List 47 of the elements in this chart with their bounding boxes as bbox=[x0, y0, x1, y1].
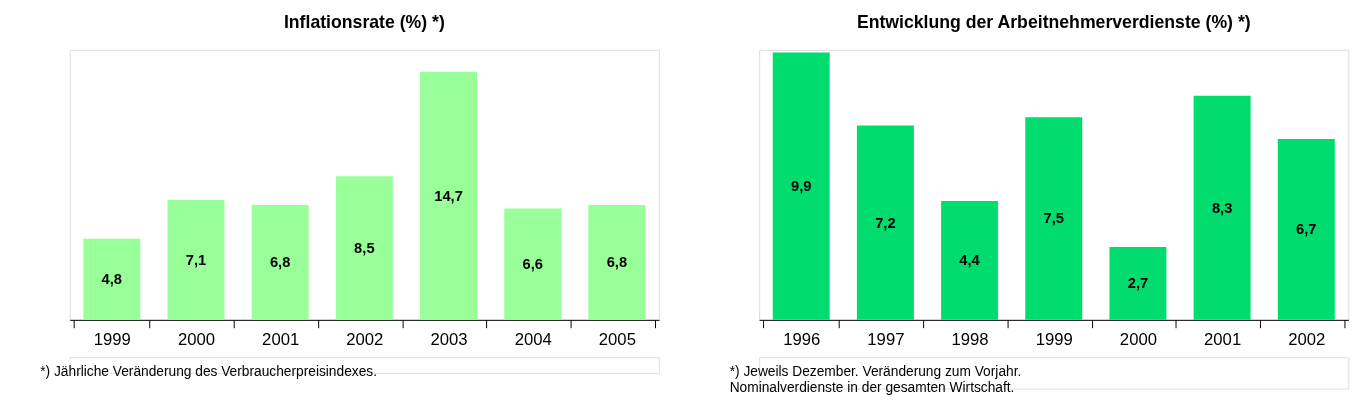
bar bbox=[420, 71, 477, 320]
bar bbox=[1193, 95, 1251, 320]
bar bbox=[772, 52, 830, 320]
chart-title: Entwicklung der Arbeitnehmerverdienste (%) *) bbox=[856, 12, 1251, 33]
data-label: 2,7 bbox=[1127, 275, 1149, 292]
x-tick-label: 2001 bbox=[1204, 329, 1242, 349]
x-tick-label: 2004 bbox=[514, 329, 552, 349]
bar bbox=[941, 201, 999, 320]
bar bbox=[335, 176, 393, 320]
bar bbox=[167, 200, 225, 320]
bar bbox=[1025, 117, 1083, 320]
bar bbox=[1277, 138, 1335, 320]
bar bbox=[856, 125, 914, 320]
data-label: 4,4 bbox=[959, 252, 981, 269]
bar bbox=[1109, 246, 1167, 320]
x-tick-label: 2000 bbox=[1119, 329, 1157, 349]
x-tick-label: 1999 bbox=[1035, 329, 1073, 349]
x-tick-label: 1997 bbox=[867, 329, 905, 349]
data-label: 7,5 bbox=[1043, 210, 1064, 227]
x-tick-label: 2005 bbox=[598, 329, 636, 349]
x-tick-label: 2002 bbox=[346, 329, 384, 349]
data-label: 9,9 bbox=[790, 178, 812, 195]
x-tick-label: 2001 bbox=[262, 329, 300, 349]
x-tick-label: 1996 bbox=[783, 329, 821, 349]
data-label: 8,3 bbox=[1211, 199, 1233, 216]
text: *) Jeweils Dezember. Veränderung zum Vorjahr. bbox=[729, 363, 1022, 379]
data-label: 6,6 bbox=[522, 256, 543, 273]
x-tick-label: 1999 bbox=[93, 329, 131, 349]
data-label: 7,2 bbox=[875, 214, 896, 231]
data-label: 14,7 bbox=[434, 187, 463, 204]
chart-title: Inflationsrate (%) *) bbox=[283, 12, 445, 33]
bar bbox=[588, 205, 646, 320]
x-tick-label: 1998 bbox=[951, 329, 989, 349]
text: *) Jährliche Veränderung des Verbraucherpreisindexes. bbox=[40, 363, 377, 379]
x-tick-label: 2003 bbox=[430, 329, 468, 349]
bar bbox=[251, 205, 309, 320]
data-label: 6,8 bbox=[269, 254, 291, 271]
data-label: 8,5 bbox=[354, 240, 375, 257]
text: Nominalverdienste in der gesamten Wirtschaft. bbox=[729, 379, 1015, 395]
x-tick-label: 2000 bbox=[177, 329, 216, 349]
data-label: 6,8 bbox=[606, 254, 628, 271]
x-tick-label: 2002 bbox=[1288, 329, 1326, 349]
data-label: 6,7 bbox=[1296, 221, 1317, 238]
bar bbox=[83, 238, 141, 320]
bar bbox=[504, 208, 562, 320]
data-label: 4,8 bbox=[101, 271, 123, 288]
data-label: 7,1 bbox=[185, 251, 207, 268]
